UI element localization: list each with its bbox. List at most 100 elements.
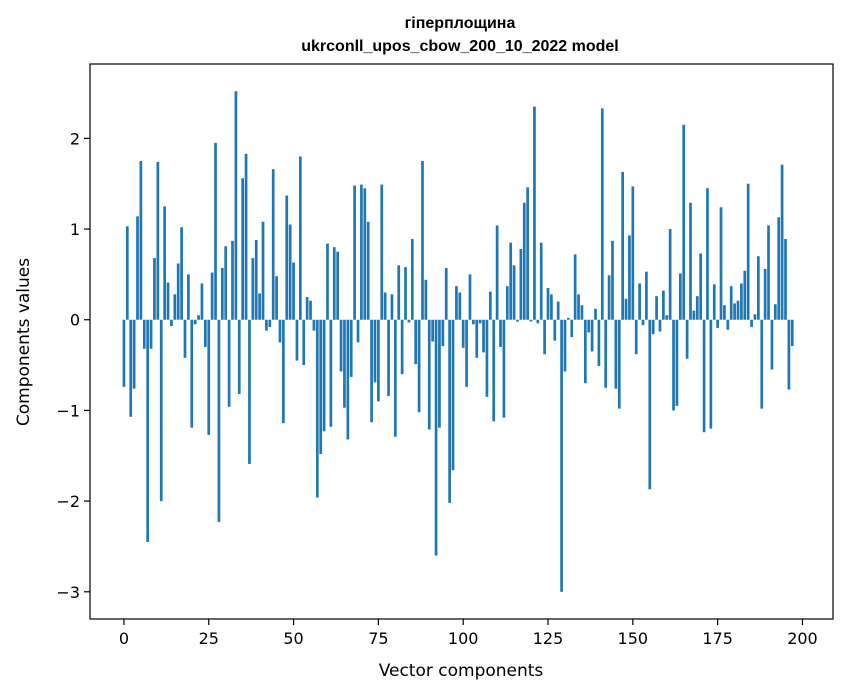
bar-135 <box>580 305 584 320</box>
bar-177 <box>723 305 726 320</box>
bar-129 <box>560 319 563 592</box>
bar-56 <box>312 319 316 331</box>
bar-66 <box>346 319 350 440</box>
bar-174 <box>712 284 716 320</box>
bar-149 <box>628 235 631 320</box>
bar-190 <box>767 225 770 320</box>
bar-48 <box>285 195 289 320</box>
x-tick-label: 0 <box>119 629 129 648</box>
bar-170 <box>699 253 703 320</box>
bar-53 <box>302 319 306 366</box>
bar-85 <box>410 239 414 320</box>
bar-185 <box>750 319 753 327</box>
bar-187 <box>757 256 760 320</box>
bar-101 <box>465 319 468 387</box>
bar-58 <box>319 319 323 454</box>
bar-116 <box>516 319 519 322</box>
x-tick-label: 75 <box>368 629 388 648</box>
bar-91 <box>431 319 435 342</box>
bar-72 <box>366 221 370 320</box>
bar-44 <box>271 169 275 320</box>
x-tick-label: 175 <box>702 629 733 648</box>
bar-142 <box>604 319 608 388</box>
bar-42 <box>265 319 268 331</box>
bar-136 <box>583 319 587 384</box>
bar-9 <box>153 258 156 320</box>
bar-77 <box>383 292 387 320</box>
bar-55 <box>309 300 312 320</box>
bar-54 <box>305 297 309 320</box>
bar-131 <box>567 317 570 320</box>
bar-143 <box>607 275 611 320</box>
bar-47 <box>282 319 285 424</box>
bar-30 <box>224 246 228 320</box>
plot-area-frame <box>89 63 834 620</box>
bar-167 <box>689 202 692 320</box>
bar-134 <box>577 294 580 320</box>
chart-title-line1: гіперплощина <box>405 15 516 32</box>
y-tick-label: −1 <box>56 401 80 420</box>
bar-36 <box>244 153 248 320</box>
bar-49 <box>288 224 292 320</box>
bar-89 <box>424 279 428 320</box>
bar-8 <box>149 319 153 349</box>
bar-175 <box>716 319 719 328</box>
bar-144 <box>611 240 614 320</box>
bar-57 <box>315 319 319 498</box>
bar-60 <box>326 243 329 320</box>
bar-24 <box>203 319 207 347</box>
bar-84 <box>407 319 411 323</box>
bar-196 <box>787 319 791 390</box>
bar-160 <box>665 315 669 320</box>
bar-154 <box>645 271 648 320</box>
y-tick-label: −2 <box>56 492 80 511</box>
bar-192 <box>773 304 777 320</box>
bar-19 <box>187 274 190 320</box>
bar-178 <box>726 319 730 330</box>
bar-26 <box>210 272 214 320</box>
bar-15 <box>173 294 177 320</box>
bar-121 <box>533 106 536 320</box>
bar-158 <box>658 319 662 332</box>
bar-45 <box>275 276 278 320</box>
y-tick-label: 2 <box>70 129 80 148</box>
bar-64 <box>339 319 343 372</box>
x-tick-label: 150 <box>618 629 649 648</box>
bar-22 <box>197 315 200 320</box>
bar-128 <box>556 301 560 320</box>
x-tick-label: 25 <box>199 629 219 648</box>
y-axis-ticks: −3 −2 −1 0 1 2 <box>56 129 90 602</box>
bar-139 <box>594 308 597 320</box>
bar-98 <box>455 286 458 320</box>
bar-106 <box>482 319 485 353</box>
bar-146 <box>617 319 621 409</box>
bar-102 <box>468 274 472 320</box>
bar-7 <box>146 319 150 542</box>
bar-3 <box>132 319 136 389</box>
bar-156 <box>651 319 655 335</box>
bar-43 <box>268 319 272 327</box>
bar-88 <box>421 161 424 320</box>
bar-68 <box>353 185 356 320</box>
bar-62 <box>332 247 336 320</box>
bar-114 <box>509 242 513 320</box>
bar-161 <box>668 229 672 320</box>
y-tick-label: 0 <box>70 311 80 330</box>
bar-37 <box>248 319 251 464</box>
bar-110 <box>495 225 499 320</box>
bar-179 <box>729 286 733 320</box>
bar-132 <box>570 319 574 337</box>
bar-164 <box>678 273 682 320</box>
bar-159 <box>662 290 665 320</box>
bar-12 <box>163 206 166 320</box>
bar-193 <box>777 217 781 320</box>
bar-130 <box>563 319 567 372</box>
bar-163 <box>675 319 679 406</box>
bar-176 <box>719 207 723 320</box>
bar-39 <box>254 239 258 320</box>
bar-122 <box>536 319 540 324</box>
bar-155 <box>648 319 652 490</box>
bar-14 <box>170 319 173 327</box>
bar-79 <box>390 294 394 320</box>
